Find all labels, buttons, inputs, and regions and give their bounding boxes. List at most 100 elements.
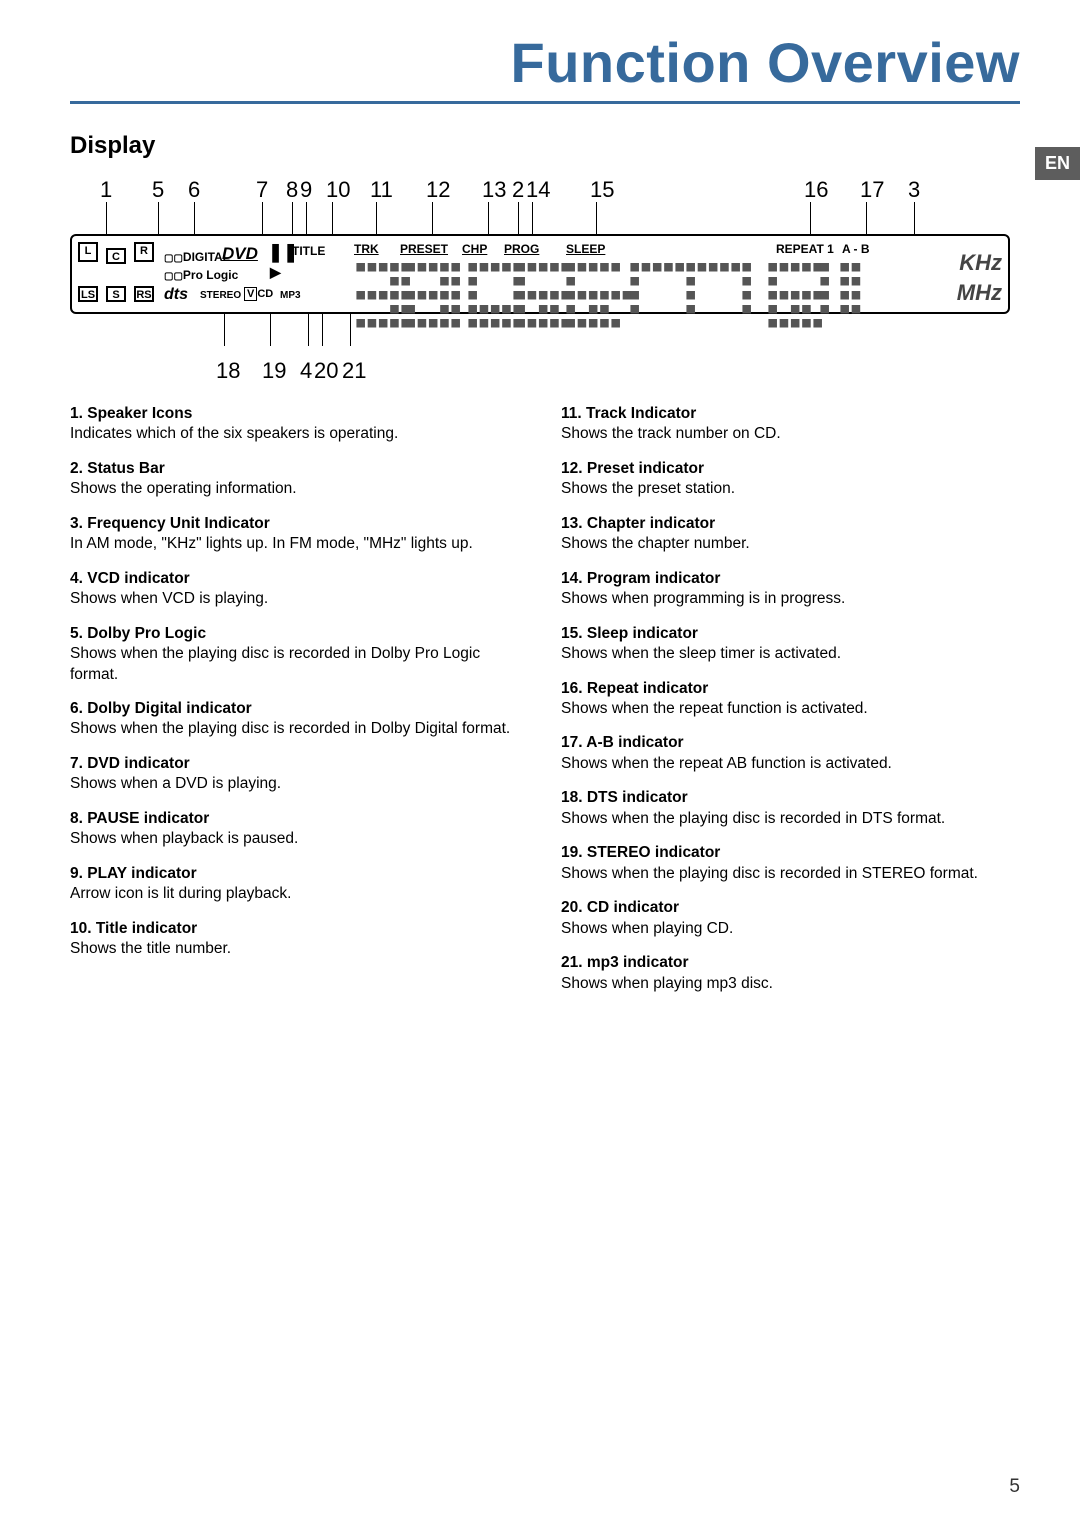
item-description: Shows when the playing disc is recorded …	[70, 644, 529, 685]
callout-number: 12	[426, 177, 450, 203]
description-item: 7. DVD indicatorShows when a DVD is play…	[70, 754, 529, 795]
callout-number: 10	[326, 177, 350, 203]
left-column: 1. Speaker IconsIndicates which of the s…	[70, 404, 529, 1008]
description-item: 20. CD indicatorShows when playing CD.	[561, 898, 1020, 939]
callout-number: 1	[100, 177, 112, 203]
description-item: 3. Frequency Unit IndicatorIn AM mode, "…	[70, 514, 529, 555]
description-item: 18. DTS indicatorShows when the playing …	[561, 788, 1020, 829]
page-title: Function Overview	[70, 30, 1020, 95]
right-column: 11. Track IndicatorShows the track numbe…	[561, 404, 1020, 1008]
speaker-c-icon: C	[106, 248, 126, 264]
item-title: 13. Chapter indicator	[561, 514, 1020, 534]
segment-display: ▪▪▪▪▪▪▪▪	[684, 260, 740, 316]
section-heading: Display	[70, 132, 1020, 160]
callout-line	[596, 202, 597, 234]
item-description: Shows the title number.	[70, 939, 529, 959]
item-title: 21. mp3 indicator	[561, 953, 1020, 973]
dvd-label: DVD	[222, 244, 258, 264]
khz-label: KHz	[959, 250, 1002, 276]
item-title: 15. Sleep indicator	[561, 624, 1020, 644]
callout-line	[350, 314, 351, 346]
title-rule	[70, 101, 1020, 104]
speaker-s-icon: S	[106, 286, 126, 302]
title-label: TITLE	[292, 244, 325, 258]
description-item: 15. Sleep indicatorShows when the sleep …	[561, 624, 1020, 665]
item-title: 19. STEREO indicator	[561, 843, 1020, 863]
callout-line	[292, 202, 293, 234]
segment-display: ▪▪▪▪	[740, 260, 751, 316]
item-description: Shows when the sleep timer is activated.	[561, 644, 1020, 664]
callout-number: 18	[216, 358, 240, 384]
callout-number: 4	[300, 358, 312, 384]
page-number: 5	[1009, 1476, 1020, 1498]
callout-number: 21	[342, 358, 366, 384]
display-diagram: 156789101112132141516173 L C R LS S RS ▢…	[70, 174, 1010, 384]
callout-line	[532, 202, 533, 234]
callout-number: 5	[152, 177, 164, 203]
speaker-l-icon: L	[78, 242, 98, 262]
callout-line	[322, 314, 323, 346]
speaker-ls-icon: LS	[78, 286, 98, 302]
item-title: 8. PAUSE indicator	[70, 809, 529, 829]
description-item: 13. Chapter indicatorShows the chapter n…	[561, 514, 1020, 555]
play-icon: ▶	[270, 264, 281, 281]
item-description: In AM mode, "KHz" lights up. In FM mode,…	[70, 534, 529, 554]
segment-display: ▪▪▪▪▪▪▪▪	[628, 260, 684, 316]
item-title: 16. Repeat indicator	[561, 679, 1020, 699]
callout-number: 14	[526, 177, 550, 203]
description-item: 2. Status BarShows the operating informa…	[70, 459, 529, 500]
description-item: 6. Dolby Digital indicatorShows when the…	[70, 699, 529, 740]
callout-line	[270, 314, 271, 346]
item-title: 17. A-B indicator	[561, 733, 1020, 753]
item-title: 1. Speaker Icons	[70, 404, 529, 424]
item-description: Shows when the playing disc is recorded …	[561, 809, 1020, 829]
item-description: Shows the operating information.	[70, 479, 529, 499]
item-description: Shows when the repeat AB function is act…	[561, 754, 1020, 774]
description-item: 5. Dolby Pro LogicShows when the playing…	[70, 624, 529, 685]
mhz-label: MHz	[957, 280, 1002, 306]
callout-number: 16	[804, 177, 828, 203]
callout-number: 9	[300, 177, 312, 203]
item-description: Indicates which of the six speakers is o…	[70, 424, 529, 444]
description-columns: 1. Speaker IconsIndicates which of the s…	[70, 404, 1020, 1008]
callout-line	[332, 202, 333, 234]
callout-line	[306, 202, 307, 234]
item-title: 10. Title indicator	[70, 919, 529, 939]
description-item: 16. Repeat indicatorShows when the repea…	[561, 679, 1020, 720]
item-description: Shows when the repeat function is activa…	[561, 699, 1020, 719]
segment-display: ▪▪▪▪▪▪▪▪▪▪▪▪ ▪▪▪▪▪▪▪	[766, 260, 822, 330]
callout-number: 11	[370, 177, 393, 203]
lcd-panel: L C R LS S RS ▢▢DIGITAL ▢▢Pro Logic dts …	[70, 234, 1010, 314]
item-title: 2. Status Bar	[70, 459, 529, 479]
callout-number: 7	[256, 177, 268, 203]
callout-line	[914, 202, 915, 234]
callout-number: 17	[860, 177, 884, 203]
item-title: 12. Preset indicator	[561, 459, 1020, 479]
item-title: 5. Dolby Pro Logic	[70, 624, 529, 644]
callout-line	[194, 202, 195, 234]
speaker-rs-icon: RS	[134, 286, 154, 302]
item-title: 3. Frequency Unit Indicator	[70, 514, 529, 534]
item-title: 6. Dolby Digital indicator	[70, 699, 529, 719]
mp3-label: MP3	[280, 290, 301, 301]
description-item: 11. Track IndicatorShows the track numbe…	[561, 404, 1020, 445]
item-description: Shows the track number on CD.	[561, 424, 1020, 444]
callout-line	[432, 202, 433, 234]
description-item: 8. PAUSE indicatorShows when playback is…	[70, 809, 529, 850]
stereo-label: STEREO	[200, 290, 241, 301]
item-title: 9. PLAY indicator	[70, 864, 529, 884]
item-description: Shows when VCD is playing.	[70, 589, 529, 609]
prologic-label: Pro Logic	[183, 268, 238, 282]
description-item: 14. Program indicatorShows when programm…	[561, 569, 1020, 610]
segment-display: ▪▪▪▪▪▪▪▪▪▪▪▪▪ ▪▪▪▪▪▪▪	[564, 260, 631, 330]
callout-number: 19	[262, 358, 286, 384]
language-tab: EN	[1035, 147, 1080, 180]
item-title: 11. Track Indicator	[561, 404, 1020, 424]
callout-line	[262, 202, 263, 234]
callout-line	[866, 202, 867, 234]
callout-line	[224, 314, 225, 346]
callout-line	[810, 202, 811, 234]
segment-display: ▪▪▪▪▪▪▪▪▪▪▪▪ ▪▪▪▪▪▪▪	[514, 260, 570, 330]
callout-number: 15	[590, 177, 614, 203]
item-description: Arrow icon is lit during playback.	[70, 884, 529, 904]
